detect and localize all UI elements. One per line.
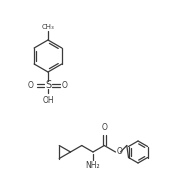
Text: NH₂: NH₂ xyxy=(86,161,100,170)
Text: S: S xyxy=(45,80,51,90)
Text: O: O xyxy=(101,123,107,132)
Text: O: O xyxy=(62,81,68,89)
Text: CH₃: CH₃ xyxy=(42,24,54,30)
Text: OH: OH xyxy=(42,96,54,105)
Text: O: O xyxy=(28,81,34,89)
Text: O: O xyxy=(117,147,122,157)
